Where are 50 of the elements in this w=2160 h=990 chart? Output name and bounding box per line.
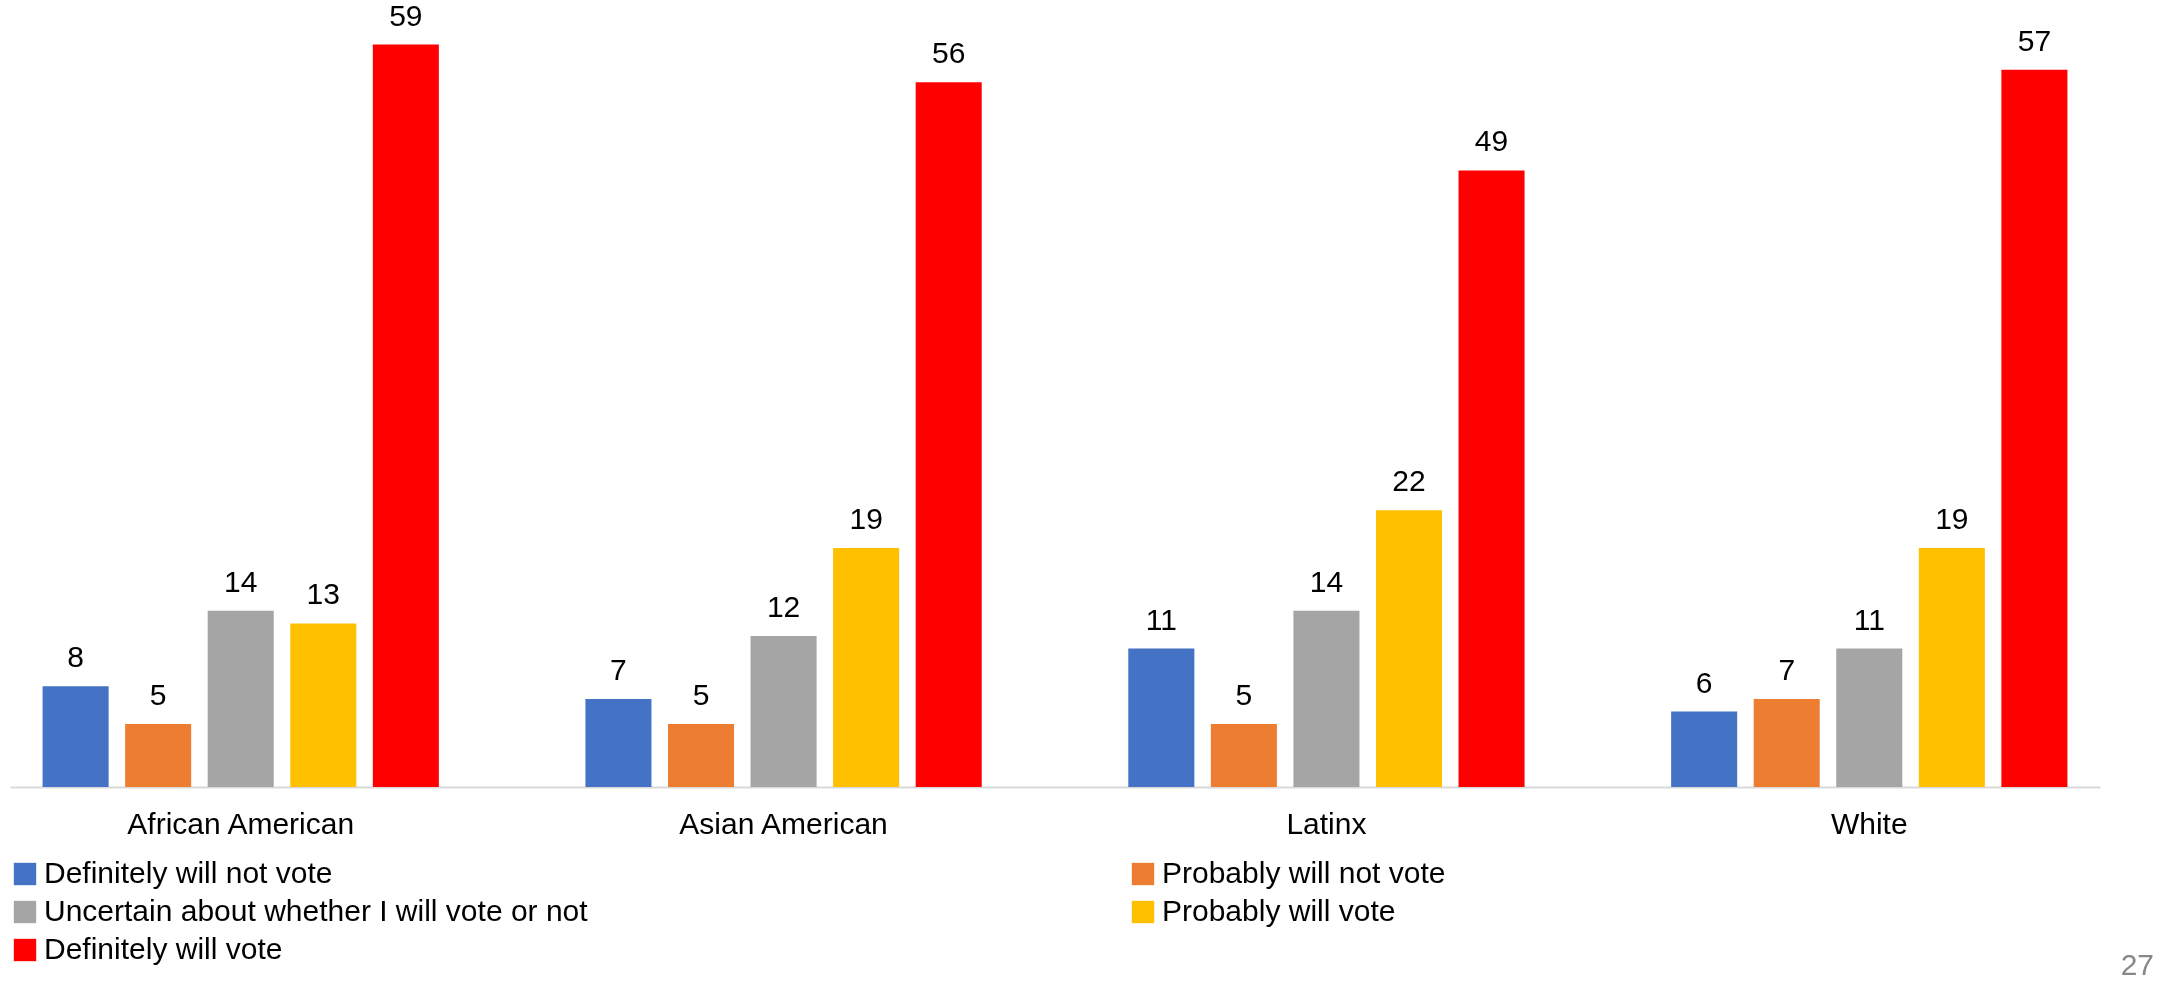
bar (207, 610, 274, 787)
bar (42, 686, 109, 787)
data-label: 22 (1392, 464, 1426, 498)
legend-label: Probably will not vote (1162, 856, 1446, 889)
x-tick-label: White (1830, 806, 1908, 840)
bar (750, 636, 817, 787)
data-label: 14 (224, 564, 258, 598)
data-label: 7 (610, 652, 627, 686)
bar (1128, 648, 1195, 787)
data-label: 5 (1235, 678, 1253, 712)
data-label: 12 (766, 590, 801, 623)
bar (2001, 69, 2068, 787)
x-tick-label: Latinx (1286, 806, 1367, 840)
data-label: 11 (1853, 602, 1885, 636)
bar (667, 724, 735, 787)
data-label: 57 (2017, 23, 2052, 57)
bar (1293, 610, 1360, 787)
legend-label: Probably will vote (1162, 894, 1396, 927)
data-label: 11 (1145, 602, 1177, 636)
bar (1375, 510, 1443, 787)
bar (1836, 648, 1903, 787)
bar (833, 547, 900, 787)
text: 27 (2120, 948, 2154, 982)
legend-label: Definitely will vote (44, 932, 283, 965)
x-tick-label: Asian American (679, 806, 888, 840)
bar (1918, 547, 1985, 787)
data-label: 13 (306, 577, 340, 611)
data-label: 5 (149, 678, 167, 712)
data-label: 7 (1778, 652, 1796, 686)
bar (1671, 711, 1738, 787)
bar (1458, 170, 1525, 787)
x-tick-label: African American (127, 806, 355, 840)
bar (585, 698, 652, 787)
data-label: 19 (849, 501, 883, 535)
bar (1753, 698, 1820, 787)
data-label: 6 (1695, 665, 1713, 699)
bar (1210, 724, 1277, 787)
bar (915, 82, 982, 787)
data-label: 5 (692, 678, 710, 712)
bar (290, 623, 357, 787)
data-label: 19 (1935, 501, 1969, 535)
legend-label: Uncertain about whether I will vote or not (44, 894, 589, 927)
data-label: 14 (1309, 564, 1344, 598)
bar (372, 44, 439, 787)
legend-label: Definitely will not vote (44, 856, 333, 889)
data-label: 59 (389, 0, 423, 32)
bar (125, 724, 192, 787)
data-label: 49 (1474, 124, 1509, 158)
data-label: 8 (67, 640, 84, 674)
data-label: 56 (932, 36, 966, 70)
